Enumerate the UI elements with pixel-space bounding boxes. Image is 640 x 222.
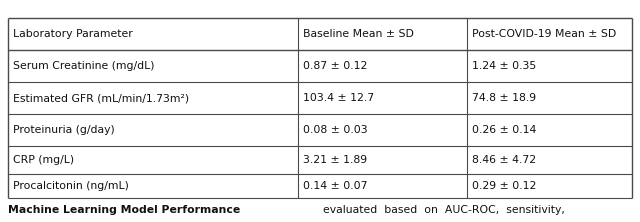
- Text: Laboratory Parameter: Laboratory Parameter: [13, 29, 132, 39]
- Text: 0.08 ± 0.03: 0.08 ± 0.03: [303, 125, 368, 135]
- Text: Proteinuria (g/day): Proteinuria (g/day): [13, 125, 115, 135]
- Text: Estimated GFR (mL/min/1.73m²): Estimated GFR (mL/min/1.73m²): [13, 93, 189, 103]
- Text: evaluated  based  on  AUC-ROC,  sensitivity,: evaluated based on AUC-ROC, sensitivity,: [323, 205, 565, 215]
- Text: 0.14 ± 0.07: 0.14 ± 0.07: [303, 181, 367, 191]
- Text: Serum Creatinine (mg/dL): Serum Creatinine (mg/dL): [13, 61, 154, 71]
- Text: Procalcitonin (ng/mL): Procalcitonin (ng/mL): [13, 181, 129, 191]
- Text: 3.21 ± 1.89: 3.21 ± 1.89: [303, 155, 367, 165]
- Text: CRP (mg/L): CRP (mg/L): [13, 155, 74, 165]
- Text: Post-COVID-19 Mean ± SD: Post-COVID-19 Mean ± SD: [472, 29, 616, 39]
- Text: 103.4 ± 12.7: 103.4 ± 12.7: [303, 93, 374, 103]
- Text: 1.24 ± 0.35: 1.24 ± 0.35: [472, 61, 536, 71]
- Text: 8.46 ± 4.72: 8.46 ± 4.72: [472, 155, 536, 165]
- Text: Machine Learning Model Performance: Machine Learning Model Performance: [8, 205, 240, 215]
- Text: 74.8 ± 18.9: 74.8 ± 18.9: [472, 93, 536, 103]
- Text: 0.29 ± 0.12: 0.29 ± 0.12: [472, 181, 536, 191]
- Text: 0.26 ± 0.14: 0.26 ± 0.14: [472, 125, 536, 135]
- Text: 0.87 ± 0.12: 0.87 ± 0.12: [303, 61, 367, 71]
- Text: Baseline Mean ± SD: Baseline Mean ± SD: [303, 29, 414, 39]
